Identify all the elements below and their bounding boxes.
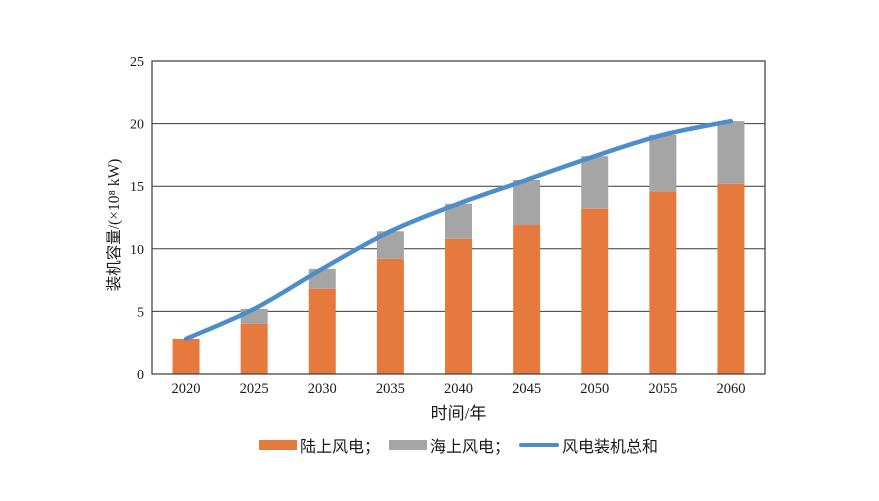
y-tick-label: 15 xyxy=(130,180,144,195)
bar-陆上风电-2040 xyxy=(445,238,472,374)
x-axis-title: 时间/年 xyxy=(430,404,487,423)
y-tick-label: 10 xyxy=(130,243,144,258)
x-tick-label: 2030 xyxy=(308,381,337,397)
total-line xyxy=(183,118,734,342)
bar-陆上风电-2060 xyxy=(717,183,745,374)
bar-海上风电-2050 xyxy=(581,156,609,209)
x-tick-label: 2025 xyxy=(240,381,269,397)
y-tick-label: 20 xyxy=(130,118,144,133)
plot-frame xyxy=(151,60,766,375)
bar-海上风电-2060 xyxy=(717,121,745,184)
bar-陆上风电-2020 xyxy=(172,338,200,374)
bar-陆上风电-2045 xyxy=(513,225,541,374)
bar-陆上风电-2025 xyxy=(240,323,268,374)
legend-label: 陆上风电； xyxy=(299,439,380,456)
bar-陆上风电-2035 xyxy=(376,258,404,374)
bar-海上风电-2040 xyxy=(445,203,472,239)
legend-item: 陆上风电； xyxy=(258,433,380,457)
x-tick-label: 2050 xyxy=(580,381,609,397)
bar-陆上风电-2050 xyxy=(581,208,609,374)
legend-label: 风电装机总和 xyxy=(562,439,659,456)
x-tick-label: 2040 xyxy=(444,381,473,397)
legend-color-swatch xyxy=(258,440,297,450)
legend-label: 海上风电； xyxy=(429,439,510,456)
legend: 陆上风电； 海上风电； 风电装机总和 xyxy=(152,433,765,457)
y-tick-label: 25 xyxy=(130,55,144,70)
bar-陆上风电-2030 xyxy=(308,288,336,374)
bar-陆上风电-2055 xyxy=(649,191,677,374)
x-tick-label: 2055 xyxy=(648,381,677,397)
legend-item: 风电装机总和 xyxy=(519,433,658,457)
bar-海上风电-2045 xyxy=(513,179,541,226)
legend-line-swatch xyxy=(519,442,559,448)
y-tick-label: 0 xyxy=(137,368,144,383)
legend-color-swatch xyxy=(388,440,427,450)
x-tick-label: 2035 xyxy=(376,381,405,397)
y-tick-label: 5 xyxy=(137,305,144,320)
legend-item: 海上风电； xyxy=(388,433,510,457)
bar-海上风电-2055 xyxy=(649,134,677,192)
x-tick-label: 2020 xyxy=(172,381,201,397)
x-tick-label: 2045 xyxy=(512,381,541,397)
x-tick-label: 2060 xyxy=(716,381,745,397)
